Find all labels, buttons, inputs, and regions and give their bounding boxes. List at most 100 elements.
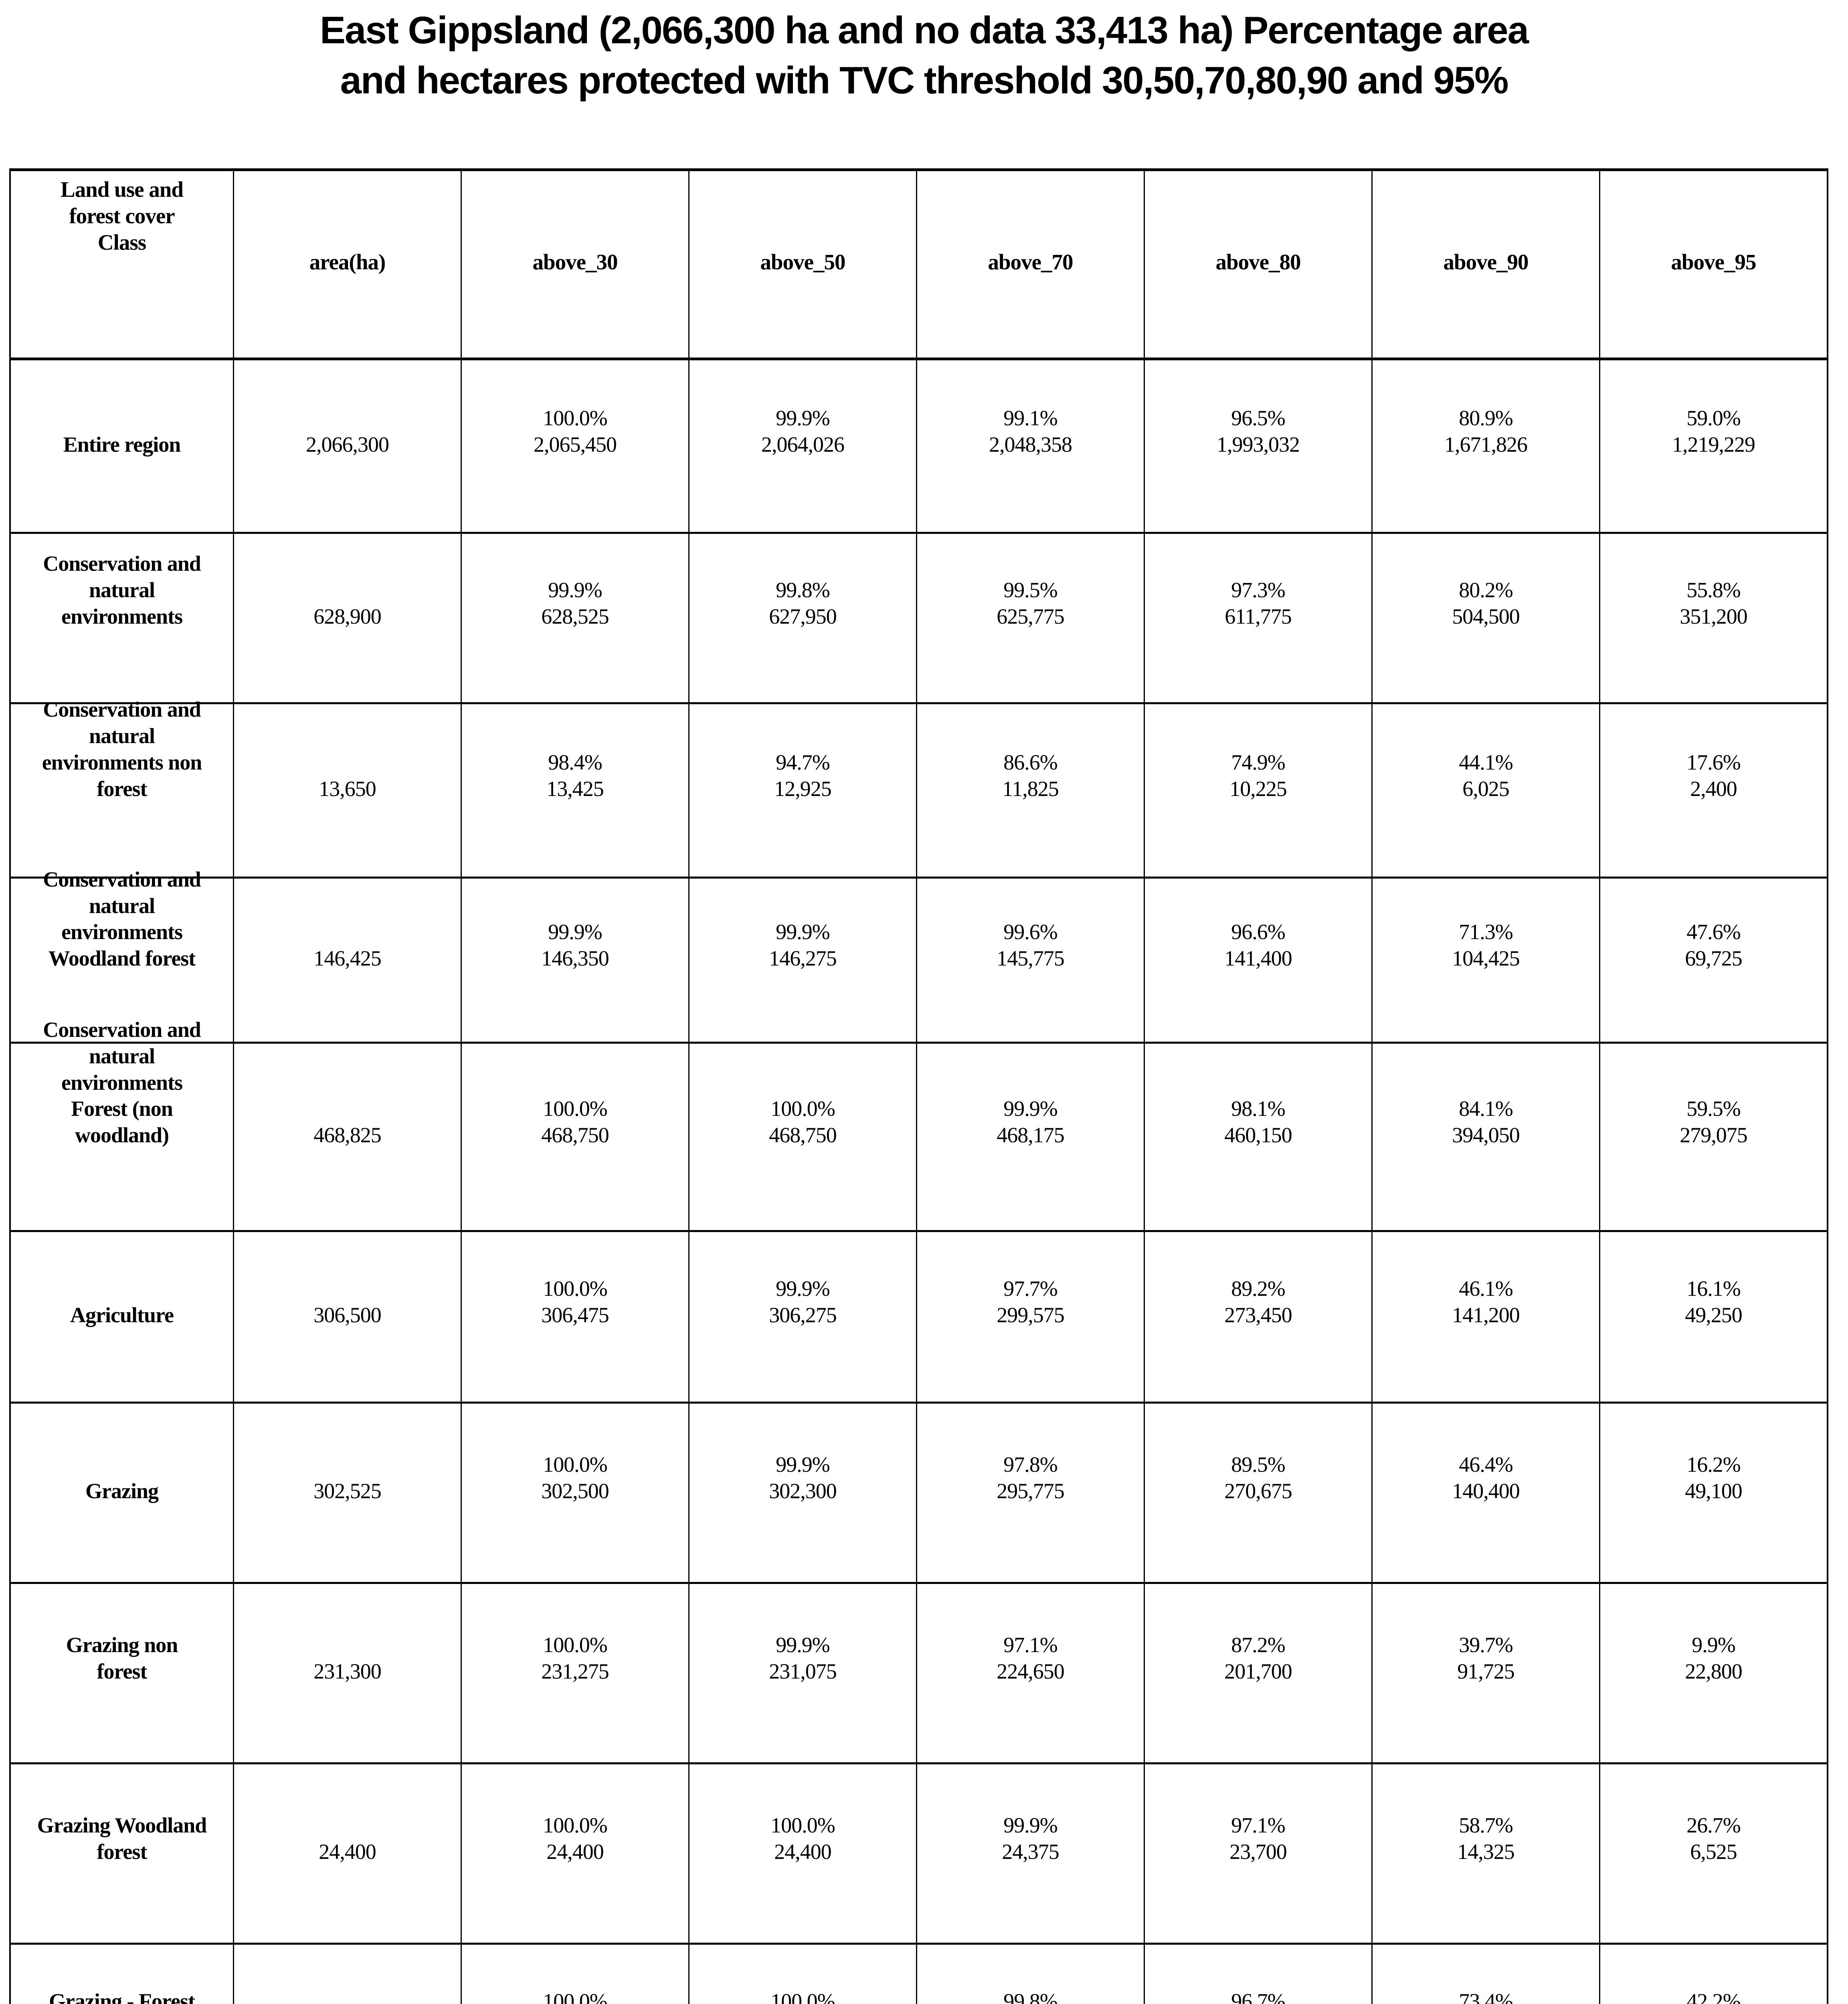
row-label-line: woodland) xyxy=(75,1123,169,1147)
hectares-value: 306,475 xyxy=(541,1303,609,1327)
percent-value: 99.9% xyxy=(776,1452,830,1477)
hectares-value: 24,400 xyxy=(774,1840,832,1864)
data-cell-above-30: 98.4% 13,425 xyxy=(461,702,688,877)
data-cell-above-90: 39.7% 91,725 xyxy=(1371,1582,1599,1762)
row-label-line: Conservation and xyxy=(43,867,201,891)
data-cell-above-80: 87.2% 201,700 xyxy=(1144,1582,1371,1762)
hectares-value: 141,200 xyxy=(1452,1303,1520,1327)
percent-value: 89.2% xyxy=(1231,1277,1285,1301)
hectares-value: 468,750 xyxy=(769,1123,837,1147)
row-label-line: Agriculture xyxy=(70,1303,174,1327)
hectares-value: 2,065,450 xyxy=(534,432,617,457)
hectares-value: 1,671,826 xyxy=(1444,432,1528,457)
data-cell-above-90: 58.7% 14,325 xyxy=(1371,1762,1599,1943)
percent-value: 99.5% xyxy=(1003,578,1057,602)
column-header-above-30: above_30 xyxy=(461,171,688,358)
area-cell: 231,300 xyxy=(233,1582,461,1762)
percent-value: 99.8% xyxy=(1003,1989,1057,2004)
percent-value: 99.9% xyxy=(548,578,602,602)
data-cell-above-30: 100.0% 24,400 xyxy=(461,1762,688,1943)
hectares-value: 460,150 xyxy=(1224,1123,1292,1147)
percent-value: 99.9% xyxy=(548,920,602,944)
column-header-class-line: Class xyxy=(97,230,146,255)
column-header-class: Land use and forest cover Class xyxy=(11,171,233,358)
hectares-value: 91,725 xyxy=(1457,1659,1515,1684)
percent-value: 99.8% xyxy=(776,578,830,602)
hectares-value: 224,650 xyxy=(997,1659,1065,1684)
row-label-line: environments non xyxy=(42,750,202,774)
data-cell-above-80: 97.3% 611,775 xyxy=(1144,532,1371,702)
area-value: 306,500 xyxy=(313,1303,382,1327)
data-cell-above-80: 96.5% 1,993,032 xyxy=(1144,358,1371,532)
data-cell-above-90: 80.9% 1,671,826 xyxy=(1371,358,1599,532)
area-cell: 2,066,300 xyxy=(233,358,461,532)
hectares-value: 394,050 xyxy=(1452,1123,1520,1147)
area-value: 24,400 xyxy=(319,1840,376,1864)
hectares-value: 22,800 xyxy=(1685,1659,1743,1684)
column-header-class-line: Land use and xyxy=(61,177,184,202)
data-cell-above-90: 71.3% 104,425 xyxy=(1371,877,1599,1042)
data-cell-above-95: 26.7% 6,525 xyxy=(1599,1762,1827,1943)
percent-value: 16.1% xyxy=(1686,1277,1741,1301)
row-label-cell: Entire region xyxy=(11,358,233,532)
data-cell-above-80: 97.1% 23,700 xyxy=(1144,1762,1371,1943)
hectares-value: 306,275 xyxy=(769,1303,837,1327)
hectares-value: 69,725 xyxy=(1685,946,1743,971)
row-label-line: environments xyxy=(61,920,183,944)
row-label-line: forest xyxy=(97,776,148,801)
data-table: Land use and forest cover Class area(ha)… xyxy=(9,168,1828,2004)
column-header-area: area(ha) xyxy=(233,171,461,358)
percent-value: 100.0% xyxy=(543,1452,607,1477)
percent-value: 80.9% xyxy=(1459,406,1513,430)
percent-value: 80.2% xyxy=(1459,578,1513,602)
percent-value: 9.9% xyxy=(1692,1633,1735,1657)
row-label-cell: Grazing xyxy=(11,1402,233,1582)
percent-value: 73.4% xyxy=(1459,1989,1513,2004)
column-header-above-50: above_50 xyxy=(688,171,916,358)
hectares-value: 49,100 xyxy=(1685,1479,1743,1503)
data-cell-above-95: 47.6% 69,725 xyxy=(1599,877,1827,1042)
percent-value: 99.9% xyxy=(776,1277,830,1301)
hectares-value: 2,400 xyxy=(1690,776,1737,801)
row-label-cell: Conservation and natural environments Woodl… xyxy=(11,867,233,1042)
data-cell-above-95: 16.2% 49,100 xyxy=(1599,1402,1827,1582)
row-label-cell: Grazing Woodland forest xyxy=(11,1762,233,1943)
data-cell-above-70: 99.1% 2,048,358 xyxy=(916,358,1144,532)
hectares-value: 14,325 xyxy=(1457,1840,1515,1864)
percent-value: 89.5% xyxy=(1231,1452,1285,1477)
data-cell-above-90: 44.1% 6,025 xyxy=(1371,702,1599,877)
row-label-cell: Grazing - Forest(non woodland) xyxy=(11,1943,233,2004)
area-cell: 302,525 xyxy=(233,1402,461,1582)
hectares-value: 611,775 xyxy=(1225,604,1292,628)
percent-value: 100.0% xyxy=(543,1633,607,1657)
data-cell-above-95: 59.0% 1,219,229 xyxy=(1599,358,1827,532)
row-label-line: Conservation and xyxy=(43,1017,201,1042)
data-cell-above-30: 100.0% 306,475 xyxy=(461,1230,688,1402)
area-cell: 468,825 xyxy=(233,1042,461,1230)
page-title-line1: East Gippsland (2,066,300 ha and no data… xyxy=(319,9,1529,52)
data-cell-above-30: 100.0%46,825 xyxy=(461,1943,688,2004)
percent-value: 100.0% xyxy=(770,1813,835,1838)
data-cell-above-30: 100.0% 302,500 xyxy=(461,1402,688,1582)
row-label-cell: Agriculture xyxy=(11,1230,233,1402)
row-label-cell: Conservation and natural environments Fores… xyxy=(11,1018,233,1230)
row-label-line: natural xyxy=(89,724,155,748)
hectares-value: 24,400 xyxy=(546,1840,604,1864)
percent-value: 59.5% xyxy=(1686,1097,1741,1121)
data-cell-above-90: 84.1% 394,050 xyxy=(1371,1042,1599,1230)
hectares-value: 295,775 xyxy=(997,1479,1065,1503)
row-label-line: forest xyxy=(97,1840,148,1864)
data-cell-above-70: 97.7% 299,575 xyxy=(916,1230,1144,1402)
hectares-value: 6,025 xyxy=(1462,776,1510,801)
row-label-line: Conservation and xyxy=(43,697,201,722)
percent-value: 26.7% xyxy=(1686,1813,1741,1838)
data-cell-above-95: 55.8% 351,200 xyxy=(1599,532,1827,702)
percent-value: 100.0% xyxy=(770,1097,835,1121)
hectares-value: 468,750 xyxy=(541,1123,609,1147)
row-label-line: Forest (non xyxy=(71,1097,173,1121)
hectares-value: 2,064,026 xyxy=(761,432,845,457)
column-header-class-line: forest cover xyxy=(69,203,175,228)
data-cell-above-30: 99.9% 146,350 xyxy=(461,877,688,1042)
percent-value: 16.2% xyxy=(1686,1452,1741,1477)
data-cell-above-80: 89.5% 270,675 xyxy=(1144,1402,1371,1582)
